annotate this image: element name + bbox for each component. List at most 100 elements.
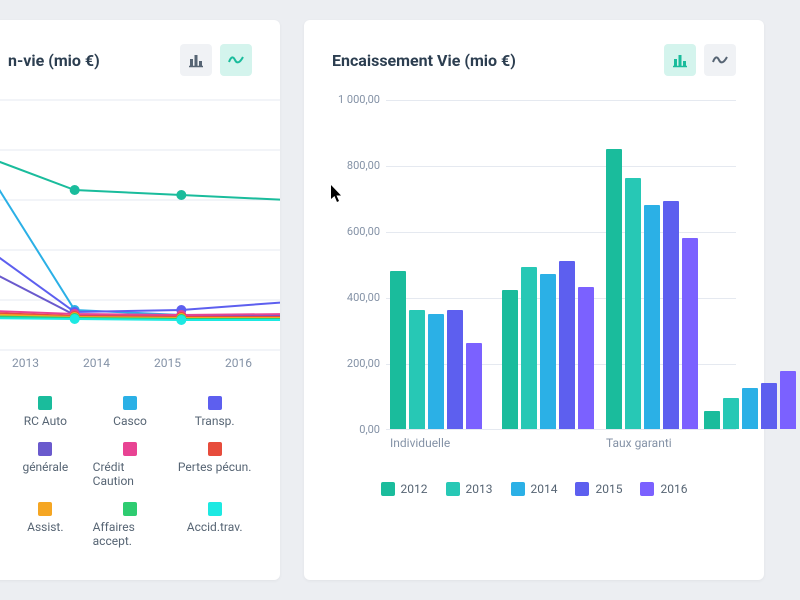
legend-item: 2012 (381, 482, 428, 496)
y-tick-label: 1 000,00 (338, 93, 380, 106)
bar-group-autre (704, 371, 796, 429)
legend-label: Pertes pécun. (178, 460, 251, 474)
legend-label: Crédit Caution (93, 460, 168, 488)
bar (625, 178, 641, 429)
bar (466, 343, 482, 429)
card-encaissement-vie: Encaissement Vie (mio €) (304, 20, 764, 580)
legend-label: 2014 (531, 482, 558, 496)
bar (606, 149, 622, 430)
bar (447, 310, 463, 429)
legend-item-accid-trav: Accid.trav. (177, 502, 252, 548)
legend-label: RC Auto (24, 414, 67, 428)
dashboard: n-vie (mio €) 2013 2014 2015 (0, 0, 800, 600)
legend-swatch (123, 396, 137, 410)
legend-swatch (38, 396, 52, 410)
legend-item: 2015 (575, 482, 622, 496)
legend-item: 2016 (640, 482, 687, 496)
toggle-line-button[interactable] (704, 44, 736, 76)
y-tick-label: 800,00 (347, 159, 380, 172)
legend-label: Transp. (195, 414, 235, 428)
legend-label: Casco (113, 414, 147, 428)
bar (682, 238, 698, 429)
bar (644, 205, 660, 429)
category-label: Taux garanti (606, 436, 672, 450)
card-title: n-vie (mio €) (8, 51, 100, 70)
toggle-bar-button[interactable] (664, 44, 696, 76)
legend-item-rc-auto: RC Auto (8, 396, 83, 428)
line-chart (0, 100, 252, 350)
bar (704, 411, 720, 429)
legend-item-pertes-pecun: Pertes pécun. (177, 442, 252, 488)
legend-swatch (123, 442, 137, 456)
card-nonvie: n-vie (mio €) 2013 2014 2015 (0, 20, 280, 580)
legend-label: 2012 (401, 482, 428, 496)
legend-swatch (208, 396, 222, 410)
bar-group-individuelle (390, 271, 482, 429)
legend-item-transp: Transp. (177, 396, 252, 428)
bar-group-tauxgaranti (606, 149, 698, 430)
legend-swatch (123, 502, 137, 516)
line-chart-icon (712, 52, 728, 68)
legend: 2012 2013 2014 2015 2016 (332, 482, 736, 496)
legend-label: Accid.trav. (187, 520, 243, 534)
bar (521, 267, 537, 429)
bar-chart-icon (672, 52, 688, 68)
bar (742, 388, 758, 429)
y-tick-label: 400,00 (347, 291, 380, 304)
bar-chart (386, 100, 736, 430)
bar (578, 287, 594, 429)
card-header: Encaissement Vie (mio €) (332, 44, 736, 76)
legend-item: 2014 (511, 482, 558, 496)
chart-area: 0,00200,00400,00600,00800,001 000,00 Ind… (332, 100, 736, 496)
x-axis-labels: 2013 2014 2015 2016 (8, 356, 252, 370)
category-label: Individuelle (390, 436, 450, 450)
legend-item: 2013 (446, 482, 493, 496)
bar (540, 274, 556, 429)
legend-swatch (446, 482, 460, 496)
bar-group-groupe (502, 261, 594, 429)
chart-toggle (180, 44, 252, 76)
bar (428, 314, 444, 430)
legend-label: 2016 (660, 482, 687, 496)
y-tick-label: 200,00 (347, 357, 380, 370)
chart-toggle (664, 44, 736, 76)
bar (663, 201, 679, 429)
bar (409, 310, 425, 429)
legend-swatch (381, 482, 395, 496)
toggle-bar-button[interactable] (180, 44, 212, 76)
legend-item-affaires: Affaires accept. (93, 502, 168, 548)
bar (559, 261, 575, 429)
toggle-line-button[interactable] (220, 44, 252, 76)
bar-chart-icon (188, 52, 204, 68)
y-tick-label: 600,00 (347, 225, 380, 238)
card-header: n-vie (mio €) (8, 44, 252, 76)
legend-swatch (38, 502, 52, 516)
line-chart-icon (228, 52, 244, 68)
legend-swatch (208, 502, 222, 516)
x-tick-label: 2016 (225, 356, 252, 370)
legend-swatch (575, 482, 589, 496)
legend-swatch (208, 442, 222, 456)
legend-item-generale: générale (8, 442, 83, 488)
bar (502, 290, 518, 429)
legend-swatch (38, 442, 52, 456)
x-tick-label: 2014 (83, 356, 110, 370)
bar (761, 383, 777, 429)
x-tick-label: 2015 (154, 356, 181, 370)
bar (780, 371, 796, 429)
legend-swatch (640, 482, 654, 496)
x-tick-label: 2013 (12, 356, 39, 370)
legend-label: générale (22, 460, 68, 474)
card-title: Encaissement Vie (mio €) (332, 51, 516, 70)
legend-item-credit-caution: Crédit Caution (93, 442, 168, 488)
legend-label: 2015 (595, 482, 622, 496)
legend-label: Affaires accept. (93, 520, 168, 548)
bar (390, 271, 406, 429)
legend: RC Auto Casco Transp. générale Crédit Cautio… (8, 396, 252, 548)
legend-swatch (511, 482, 525, 496)
legend-item-casco: Casco (93, 396, 168, 428)
y-tick-label: 0,00 (359, 423, 380, 436)
category-labels: Individuelle Taux garanti (386, 430, 736, 454)
legend-item-assist: Assist. (8, 502, 83, 548)
legend-label: 2013 (466, 482, 493, 496)
